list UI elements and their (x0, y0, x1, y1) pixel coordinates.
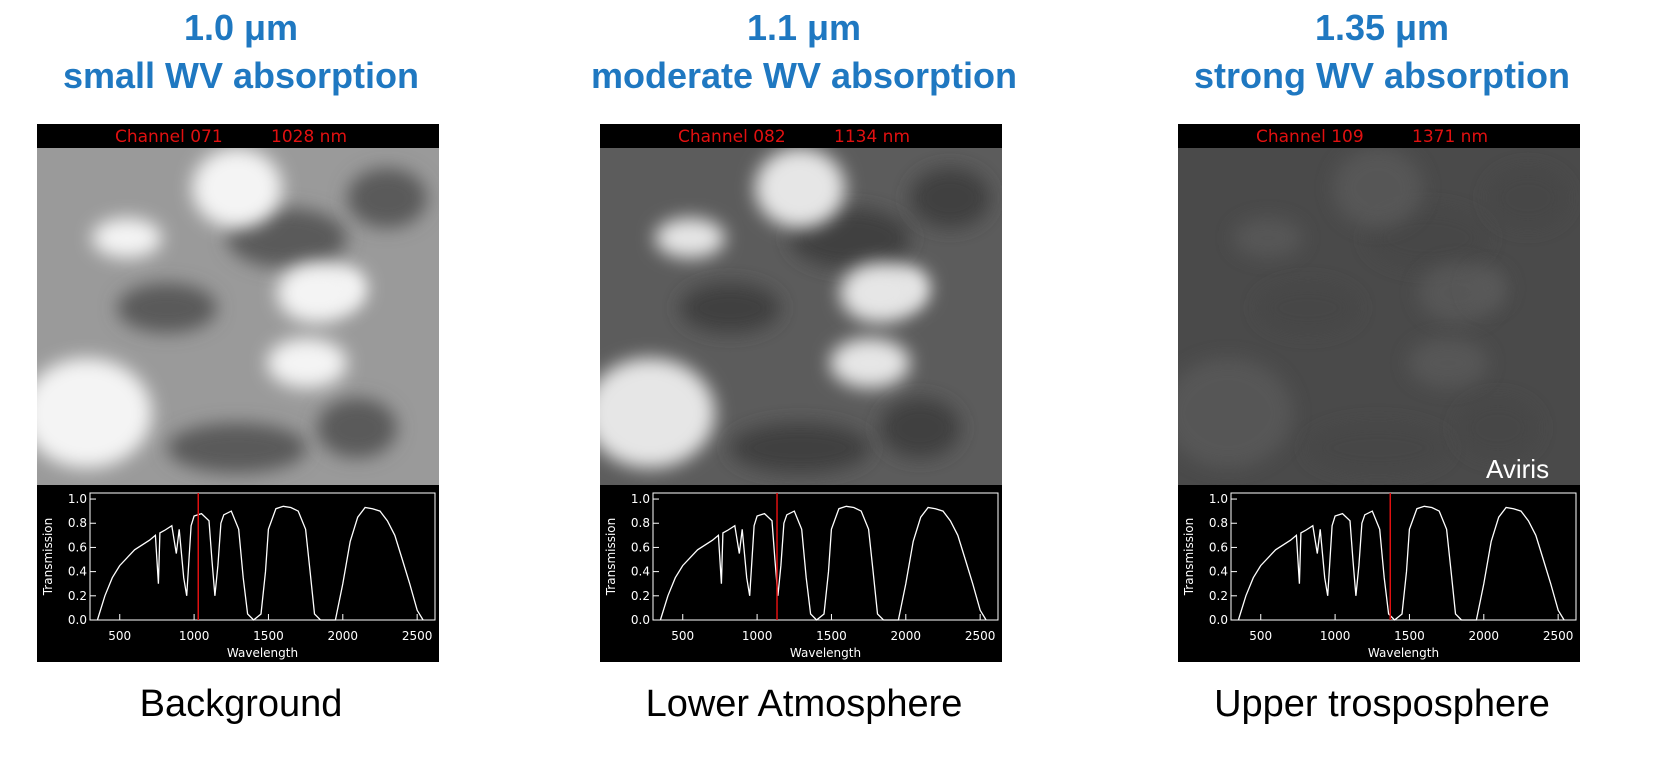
cloud (1178, 358, 1293, 468)
plot-frame (1230, 492, 1577, 621)
panel-subtitle: moderate WV absorption (591, 55, 1017, 96)
image-label: Aviris (1486, 454, 1549, 484)
x-tick-label: 2500 (1543, 629, 1574, 643)
x-tick-label: 1000 (742, 629, 773, 643)
y-tick-label: 0.4 (1209, 565, 1228, 579)
x-tick-label: 1500 (816, 629, 847, 643)
y-tick-label: 0.8 (68, 516, 87, 530)
satellite-image (1178, 148, 1580, 485)
cloud (267, 338, 347, 388)
chart-background (1178, 485, 1580, 662)
surface-patch (1488, 168, 1568, 228)
x-tick-label: 500 (108, 629, 131, 643)
x-tick-label: 500 (671, 629, 694, 643)
y-tick-label: 0.2 (1209, 589, 1228, 603)
cloud (1468, 268, 1508, 308)
x-tick-label: 2000 (1469, 629, 1500, 643)
surface-patch (167, 423, 307, 473)
panel-title: 1.35 μm (1315, 7, 1449, 48)
panel-caption: Background (140, 683, 343, 725)
transmission-line (1237, 505, 1565, 621)
plot-frame (89, 492, 436, 621)
cloud (1233, 218, 1303, 258)
cloud (890, 268, 930, 308)
surface-patch (1308, 423, 1448, 473)
cloud (755, 148, 845, 228)
panel-subtitle: strong WV absorption (1194, 55, 1570, 96)
cloud (655, 218, 725, 258)
channel-bar (37, 124, 439, 148)
channel-name: Channel 071 (115, 127, 223, 147)
y-tick-label: 0.0 (68, 613, 87, 627)
y-tick-label: 1.0 (68, 492, 87, 506)
satellite-image (37, 148, 439, 485)
y-tick-label: 0.6 (68, 540, 87, 554)
x-tick-label: 2000 (891, 629, 922, 643)
surface-patch (1458, 398, 1538, 458)
satellite-image (600, 148, 1002, 485)
channel-wavelength: 1371 nm (1412, 127, 1488, 147)
panel-caption: Lower Atmosphere (646, 683, 963, 725)
y-tick-label: 0.8 (1209, 516, 1228, 530)
channel-name: Channel 109 (1256, 127, 1364, 147)
surface-patch (730, 423, 870, 473)
surface-patch (910, 168, 990, 228)
panel-title: 1.1 μm (747, 7, 861, 48)
x-tick-label: 2000 (328, 629, 359, 643)
x-axis-label: Wavelength (790, 646, 861, 660)
surface-patch (680, 283, 780, 333)
surface-patch (117, 283, 217, 333)
cloud (600, 358, 715, 468)
y-tick-label: 0.6 (631, 540, 650, 554)
cloud (830, 338, 910, 388)
x-axis-label: Wavelength (227, 646, 298, 660)
channel-bar (1178, 124, 1580, 148)
y-tick-label: 0.2 (631, 589, 650, 603)
chart-background (37, 485, 439, 662)
x-tick-label: 1000 (179, 629, 210, 643)
transmission-line (96, 505, 424, 621)
y-axis-label: Transmission (604, 518, 618, 597)
surface-patch (317, 398, 397, 458)
y-tick-label: 0.0 (631, 613, 650, 627)
y-tick-label: 0.4 (68, 565, 87, 579)
chart-background (600, 485, 1002, 662)
y-tick-label: 0.4 (631, 565, 650, 579)
x-axis-label: Wavelength (1368, 646, 1439, 660)
x-tick-label: 2500 (965, 629, 996, 643)
surface-patch (880, 398, 960, 458)
channel-wavelength: 1134 nm (834, 127, 910, 147)
x-tick-label: 1000 (1320, 629, 1351, 643)
y-tick-label: 0.0 (1209, 613, 1228, 627)
panel-title: 1.0 μm (184, 7, 298, 48)
channel-name: Channel 082 (678, 127, 786, 147)
cloud (1333, 148, 1423, 228)
y-tick-label: 0.6 (1209, 540, 1228, 554)
plot-frame (652, 492, 999, 621)
channel-wavelength: 1028 nm (271, 127, 347, 147)
x-tick-label: 1500 (253, 629, 284, 643)
x-tick-label: 2500 (402, 629, 433, 643)
cloud (192, 148, 282, 228)
cloud (37, 358, 152, 468)
cloud (1408, 338, 1488, 388)
transmission-line (659, 505, 987, 621)
y-tick-label: 0.2 (68, 589, 87, 603)
panel-subtitle: small WV absorption (63, 55, 419, 96)
y-tick-label: 1.0 (1209, 492, 1228, 506)
x-tick-label: 500 (1249, 629, 1272, 643)
y-tick-label: 1.0 (631, 492, 650, 506)
x-tick-label: 1500 (1394, 629, 1425, 643)
surface-patch (1258, 283, 1358, 333)
panel-caption: Upper trosposphere (1214, 683, 1550, 725)
cloud (327, 268, 367, 308)
y-axis-label: Transmission (1182, 518, 1196, 597)
y-axis-label: Transmission (41, 518, 55, 597)
surface-patch (347, 168, 427, 228)
cloud (92, 218, 162, 258)
channel-bar (600, 124, 1002, 148)
y-tick-label: 0.8 (631, 516, 650, 530)
